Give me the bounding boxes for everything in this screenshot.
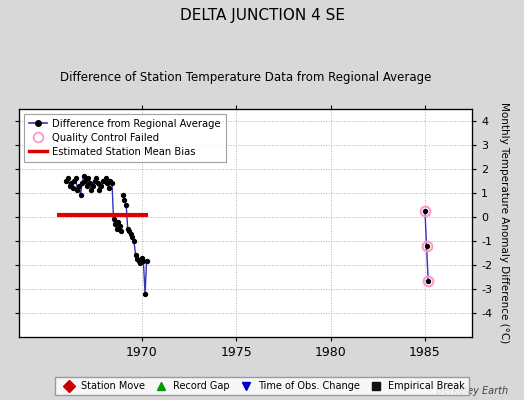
Point [91,178,99,184]
Point [66,182,74,189]
Point [116,223,124,230]
Point [424,277,432,284]
Point [130,238,138,244]
Point [83,182,91,189]
Point [102,175,110,182]
Point [69,185,77,191]
Point [75,182,83,189]
Point [88,187,96,194]
Point [94,180,102,186]
Point [72,175,80,182]
Point [125,228,134,234]
Point [122,202,130,208]
Point [105,185,113,191]
Legend: Difference from Regional Average, Quality Control Failed, Estimated Station Mean: Difference from Regional Average, Qualit… [24,114,226,162]
Point [73,187,82,194]
Point [141,290,149,297]
Point [108,180,116,186]
Point [121,197,129,203]
Point [113,226,121,232]
Y-axis label: Monthly Temperature Anomaly Difference (°C): Monthly Temperature Anomaly Difference (… [499,102,509,344]
Point [89,182,97,189]
Point [128,234,137,240]
Point [106,178,115,184]
Point [62,178,71,184]
Text: Berkeley Earth: Berkeley Earth [436,386,508,396]
Point [135,258,143,264]
Point [99,178,107,184]
Point [77,192,85,198]
Point [97,182,105,189]
Point [110,216,118,222]
Point [114,218,123,225]
Point [132,252,140,258]
Point [103,180,112,186]
Point [111,221,119,227]
Point [84,175,93,182]
Point [67,180,75,186]
Point [117,228,126,234]
Point [136,259,145,266]
Point [139,258,148,264]
Point [143,258,151,264]
Point [78,180,86,186]
Legend: Station Move, Record Gap, Time of Obs. Change, Empirical Break: Station Move, Record Gap, Time of Obs. C… [55,377,469,395]
Point [421,208,429,214]
Point [80,173,88,179]
Point [124,226,132,232]
Point [95,187,104,194]
Point [70,178,79,184]
Point [422,242,431,249]
Point [138,254,146,261]
Point [133,256,141,262]
Text: DELTA JUNCTION 4 SE: DELTA JUNCTION 4 SE [180,8,344,23]
Point [100,178,108,184]
Point [127,230,135,237]
Title: Difference of Station Temperature Data from Regional Average: Difference of Station Temperature Data f… [60,71,431,84]
Point [64,175,72,182]
Point [86,180,94,186]
Point [92,175,101,182]
Point [119,192,127,198]
Point [81,178,90,184]
